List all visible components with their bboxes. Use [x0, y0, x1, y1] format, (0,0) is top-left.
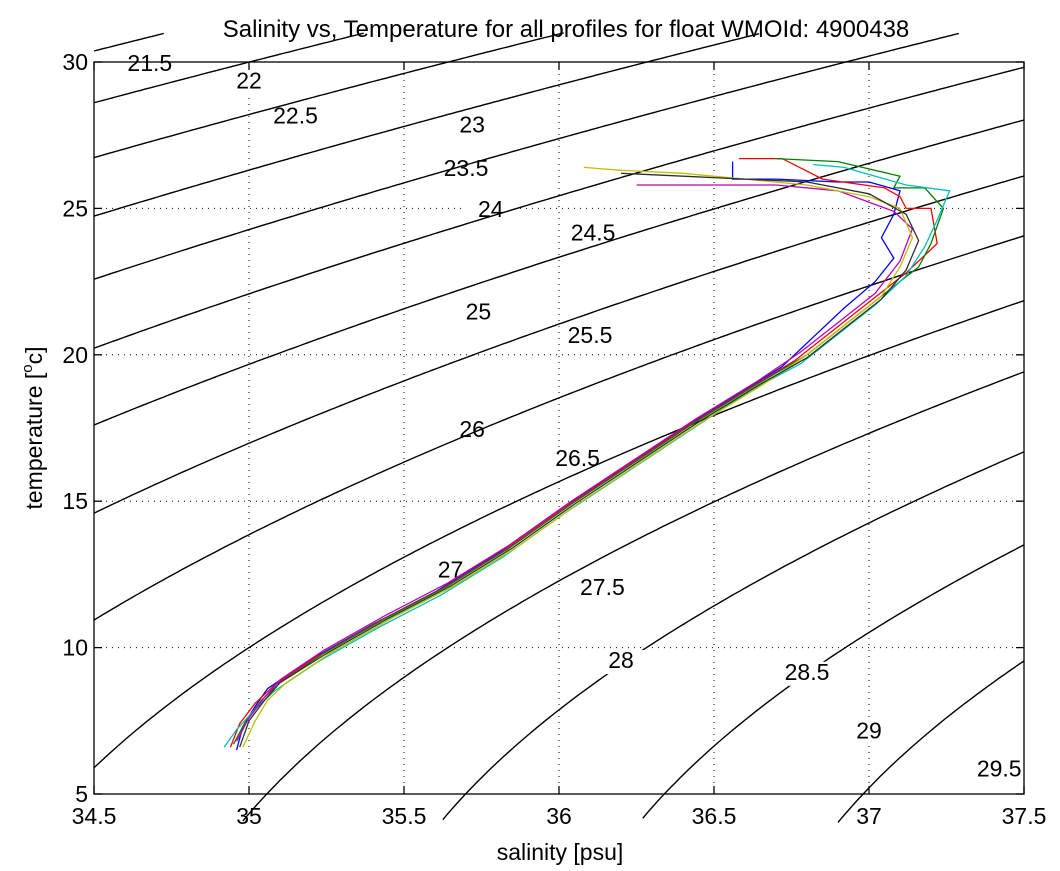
density-contour: [93, 66, 1025, 349]
y-tick-label: 30: [62, 49, 88, 75]
density-contour: [93, 32, 960, 280]
density-contour: [442, 451, 1025, 821]
contour-label: 22: [236, 67, 262, 93]
contour-label-bg: [450, 301, 507, 326]
profile-line: [232, 157, 945, 745]
x-tick-label: 37: [856, 803, 882, 829]
y-axis-label-main: temperature [: [21, 372, 47, 509]
x-tick-label: 36: [546, 803, 572, 829]
contour-label-bg: [121, 52, 178, 77]
axis-ticks: 34.5 35 35.5 36 36.5 37 37.5 5 10 15 20 25 30: [62, 49, 1046, 829]
contour-label: 21.5: [127, 50, 172, 76]
x-tick-label: 36.5: [692, 803, 737, 829]
contour-label: 28: [608, 647, 634, 673]
contour-label: 25: [466, 299, 492, 325]
contour-label: 29.5: [977, 755, 1022, 781]
x-tick-label: 34.5: [72, 803, 117, 829]
y-axis-label: temperature [oc]: [19, 346, 47, 509]
density-contour: [93, 33, 760, 217]
contour-label: 23: [459, 111, 485, 137]
profile-line: [229, 157, 938, 748]
chart-title: Salinity vs, Temperature for all profile…: [223, 16, 910, 43]
y-tick-label: 10: [62, 635, 88, 661]
density-contour: [93, 300, 1025, 769]
density-contour: [93, 32, 564, 159]
density-contour: [93, 119, 1025, 426]
contour-label: 25.5: [568, 322, 613, 348]
density-contour: [93, 175, 1025, 514]
profile-line: [239, 172, 920, 748]
y-axis-label-superscript: o: [19, 364, 36, 372]
density-contour: [93, 32, 364, 104]
contour-label-bg: [444, 418, 501, 443]
contour-label: 28.5: [785, 659, 830, 685]
y-tick-label: 20: [62, 342, 88, 368]
density-contour: [642, 544, 1025, 819]
density-contour: [242, 371, 1025, 822]
contour-label-bg: [444, 114, 501, 139]
contour-label: 23.5: [444, 155, 489, 181]
x-tick-label: 35.5: [382, 803, 427, 829]
y-tick-label: 5: [75, 781, 88, 807]
y-axis-label-tail: c]: [21, 346, 47, 364]
contour-label-bg: [267, 105, 324, 130]
profile-line: [236, 184, 914, 742]
contour-label-bg: [565, 222, 622, 247]
contour-label-bg: [841, 720, 897, 745]
contour-label: 27.5: [580, 574, 625, 600]
contour-label: 24: [478, 196, 504, 222]
y-tick-label: 15: [62, 488, 88, 514]
contour-label-bg: [971, 758, 1028, 783]
contour-label: 22.5: [273, 102, 318, 128]
contour-label-bg: [562, 325, 618, 350]
contour-label: 29: [856, 717, 882, 743]
x-tick-label: 37.5: [1002, 803, 1047, 829]
contour-label-bg: [221, 70, 277, 95]
contour-label: 26.5: [555, 445, 600, 471]
contour-label-bg: [549, 448, 606, 473]
y-tick-label: 25: [62, 195, 88, 221]
density-contour: [93, 235, 1025, 621]
grid: [94, 62, 1024, 794]
contour-label-bg: [593, 650, 649, 675]
density-contour: [93, 32, 164, 52]
contour-label-bg: [574, 576, 631, 601]
x-tick-label: 35: [236, 803, 262, 829]
profile-series: [223, 157, 951, 751]
x-axis-label: salinity [psu]: [497, 839, 624, 865]
contour-label-bg: [779, 661, 835, 686]
